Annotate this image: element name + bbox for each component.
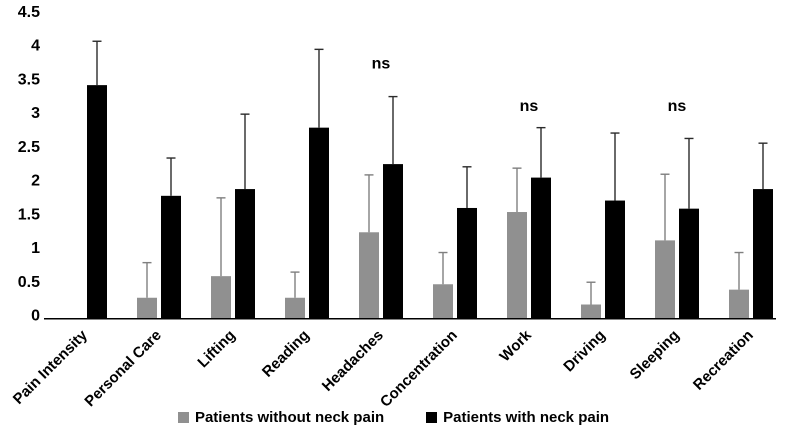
x-axis-category-label: Pain Intensity [10,326,91,407]
x-axis-category-label: Lifting [194,327,238,371]
y-axis-tick-label: 0 [31,308,40,325]
bar-patients-without-neck-pain [507,212,527,318]
bar-patients-without-neck-pain [655,240,675,318]
bar-patients-with-neck-pain [531,177,551,318]
legend-swatch-black [426,412,438,423]
legend-item-without-neck-pain: Patients without neck pain [177,409,385,426]
ns-annotation: ns [520,98,539,115]
bar-patients-without-neck-pain [729,289,749,318]
y-axis-tick-label: 2 [31,173,40,190]
bar-patients-without-neck-pain [285,297,305,318]
x-axis-category-label: Concentration [377,327,461,409]
x-axis-category-label: Sleeping [627,327,683,383]
bar-patients-with-neck-pain [309,127,329,319]
bar-patients-with-neck-pain [235,189,255,318]
bar-patients-with-neck-pain [161,195,181,318]
x-axis-category-label: Recreation [690,327,757,394]
y-axis-tick-label: 4 [31,38,40,55]
y-axis-tick-label: 0.5 [18,274,40,291]
legend-swatch-gray [177,412,189,423]
y-axis-tick-label: 4.5 [18,4,40,21]
bar-patients-without-neck-pain [137,297,157,318]
x-axis-category-label: Headaches [319,327,387,395]
y-axis-tick-label: 3 [31,105,40,122]
bar-patients-with-neck-pain [87,85,107,318]
bar-patients-without-neck-pain [211,276,231,318]
x-axis-category-label: Personal Care [81,327,164,409]
y-axis-tick-label: 3.5 [18,71,40,88]
bar-patients-without-neck-pain [433,284,453,318]
bar-patients-with-neck-pain [383,164,403,318]
x-axis-category-label: Reading [259,327,313,381]
bar-patients-with-neck-pain [605,200,625,318]
ns-annotation: ns [372,55,391,72]
legend-item-with-neck-pain: Patients with neck pain [426,409,609,426]
y-axis-tick-label: 2.5 [18,139,40,156]
legend-label-without-neck-pain: Patients without neck pain [194,409,385,426]
bar-patients-without-neck-pain [359,232,379,318]
bar-patients-without-neck-pain [581,304,601,318]
x-axis-category-label: Driving [560,327,609,376]
chart-plot-area: 0 0.5 1 1.5 2 2.5 3 3.5 4 4.5 Pain IntensityPerson… [10,4,776,409]
legend-label-with-neck-pain: Patients with neck pain [443,409,610,426]
bar-patients-with-neck-pain [753,189,773,318]
y-axis-tick-label: 1.5 [18,206,40,223]
x-axis-category-label: Work [496,326,535,365]
ns-annotation: ns [668,98,687,115]
bar-patients-with-neck-pain [679,208,699,318]
y-axis-tick-label: 1 [31,240,40,257]
bar-patients-with-neck-pain [457,207,477,318]
chart-legend: Patients without neck pain Patients with… [0,409,787,426]
